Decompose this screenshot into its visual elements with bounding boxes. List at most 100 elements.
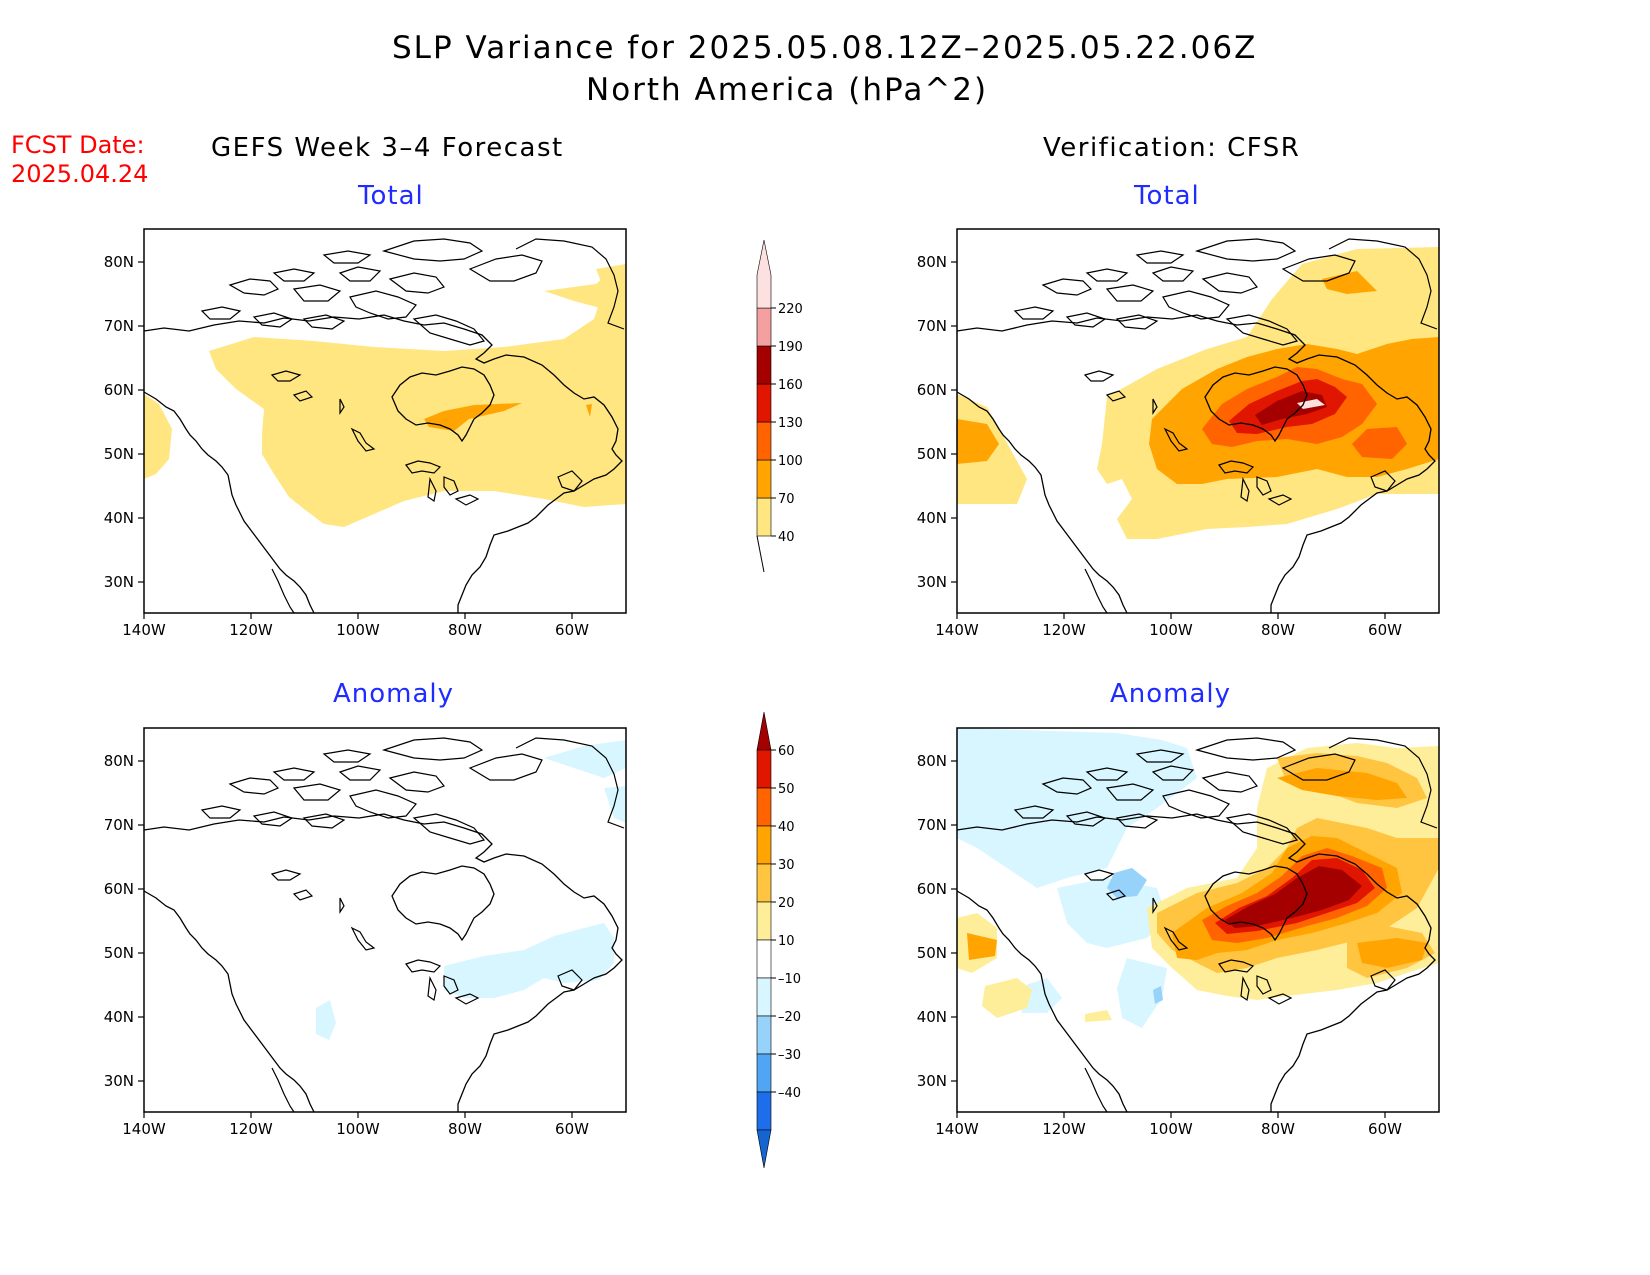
lon-tick-label: 100W: [336, 621, 380, 639]
colorbar-level-label: 50: [778, 782, 795, 797]
colorbar-level-label: 40: [778, 820, 795, 835]
colorbar-level-label: 40: [778, 530, 795, 545]
lon-tick-label: 140W: [935, 1120, 979, 1138]
colorbar-swatch: [756, 787, 772, 827]
lon-tick-label: 80W: [1261, 621, 1295, 639]
lon-tick-label: 140W: [935, 621, 979, 639]
colorbar-swatch: [756, 383, 772, 423]
map-forecast-total: [143, 228, 627, 614]
colorbar-swatch: [756, 977, 772, 1017]
lat-tick-label: 30N: [917, 573, 947, 591]
lat-tick-label: 30N: [104, 1072, 134, 1090]
map-forecast-anomaly: [143, 727, 627, 1113]
colorbar-swatch: [756, 1053, 772, 1093]
colorbar-level-label: 160: [778, 378, 803, 393]
lon-tick-label: 120W: [229, 1120, 273, 1138]
colorbar-swatch: [756, 459, 772, 499]
lat-tick-label: 50N: [917, 944, 947, 962]
lat-tick-label: 40N: [104, 1008, 134, 1026]
map-frame: [143, 727, 627, 1113]
lon-tick-label: 140W: [122, 621, 166, 639]
colorbar-swatch: [756, 497, 772, 537]
lat-tick-label: 70N: [104, 317, 134, 335]
fcst-date-value: 2025.04.24: [11, 160, 149, 188]
colorbar-swatch: [756, 307, 772, 347]
colorbar-swatch: [756, 749, 772, 789]
lon-tick-label: 80W: [1261, 1120, 1295, 1138]
lat-tick-label: 80N: [917, 752, 947, 770]
colorbar-lower-arrow: [756, 1129, 772, 1169]
lon-tick-label: 140W: [122, 1120, 166, 1138]
map-frame: [956, 228, 1440, 614]
colorbar-swatch: [756, 1015, 772, 1055]
lon-tick-label: 60W: [1368, 1120, 1402, 1138]
lon-tick-label: 60W: [555, 1120, 589, 1138]
lat-tick-label: 40N: [917, 509, 947, 527]
colorbar-level-label: 220: [778, 302, 803, 317]
panel-title-verification-total: Total: [1134, 181, 1200, 211]
main-title-line1: SLP Variance for 2025.05.08.12Z–2025.05.…: [392, 30, 1258, 66]
lon-tick-label: 120W: [1042, 621, 1086, 639]
fcst-date-label: FCST Date:: [11, 131, 145, 159]
main-title-line2: North America (hPa^2): [586, 72, 989, 108]
colorbar-level-label: –30: [778, 1048, 801, 1063]
lon-tick-label: 100W: [1149, 1120, 1193, 1138]
colorbar-level-label: –20: [778, 1010, 801, 1025]
lon-tick-label: 60W: [555, 621, 589, 639]
lon-tick-label: 100W: [336, 1120, 380, 1138]
verification-column-title: Verification: CFSR: [1043, 133, 1301, 163]
colorbar-swatch: [756, 345, 772, 385]
map-verification-anomaly: [956, 727, 1440, 1113]
lon-tick-label: 80W: [448, 1120, 482, 1138]
colorbar-swatch: [756, 901, 772, 941]
forecast-column-title: GEFS Week 3–4 Forecast: [211, 133, 564, 163]
colorbar-level-label: –10: [778, 972, 801, 987]
lat-tick-label: 40N: [917, 1008, 947, 1026]
colorbar-anomaly: 60 50 40 30 20 10 –10 –20 –30 –40: [756, 711, 801, 1169]
lat-tick-label: 30N: [917, 1072, 947, 1090]
lat-tick-label: 50N: [917, 445, 947, 463]
lat-tick-label: 60N: [104, 880, 134, 898]
colorbar-level-label: 70: [778, 492, 795, 507]
lon-tick-label: 120W: [1042, 1120, 1086, 1138]
panel-title-forecast-total: Total: [358, 181, 424, 211]
colorbar-swatch: [756, 825, 772, 865]
lat-tick-label: 70N: [917, 816, 947, 834]
colorbar-upper-arrow: [756, 711, 772, 751]
colorbar-level-label: –40: [778, 1086, 801, 1101]
panel-title-verification-anomaly: Anomaly: [1110, 679, 1232, 709]
lat-tick-label: 50N: [104, 944, 134, 962]
lat-tick-label: 70N: [917, 317, 947, 335]
lat-tick-label: 30N: [104, 573, 134, 591]
colorbar-level-label: 130: [778, 416, 803, 431]
axes-layer: 80N 70N 60N 50N 40N 30N 140W 120W 100W 80W 60W 80N 7…: [104, 253, 1402, 1138]
lon-tick-label: 100W: [1149, 621, 1193, 639]
lat-tick-label: 60N: [104, 381, 134, 399]
lat-tick-label: 60N: [917, 381, 947, 399]
colorbar-swatch: [756, 239, 772, 309]
lat-tick-label: 80N: [104, 253, 134, 271]
colorbar-total: 40 70 100 130 160 190 220: [756, 239, 803, 573]
lat-tick-label: 80N: [917, 253, 947, 271]
map-frame: [143, 228, 627, 614]
lat-tick-label: 40N: [104, 509, 134, 527]
colorbar-level-label: 60: [778, 744, 795, 759]
colorbar-level-label: 10: [778, 934, 795, 949]
colorbar-level-label: 190: [778, 340, 803, 355]
colorbar-swatch: [756, 939, 772, 979]
colorbar-lower-tail: [756, 535, 765, 573]
lon-tick-label: 80W: [448, 621, 482, 639]
lat-tick-label: 50N: [104, 445, 134, 463]
lat-tick-label: 80N: [104, 752, 134, 770]
map-frame: [956, 727, 1440, 1113]
colorbar-level-label: 30: [778, 858, 795, 873]
lon-tick-label: 120W: [229, 621, 273, 639]
colorbar-swatch: [756, 1091, 772, 1131]
lon-tick-label: 60W: [1368, 621, 1402, 639]
colorbar-swatch: [756, 421, 772, 461]
map-verification-total: [956, 228, 1440, 614]
lat-tick-label: 70N: [104, 816, 134, 834]
colorbar-level-label: 20: [778, 896, 795, 911]
colorbar-swatch: [756, 863, 772, 903]
